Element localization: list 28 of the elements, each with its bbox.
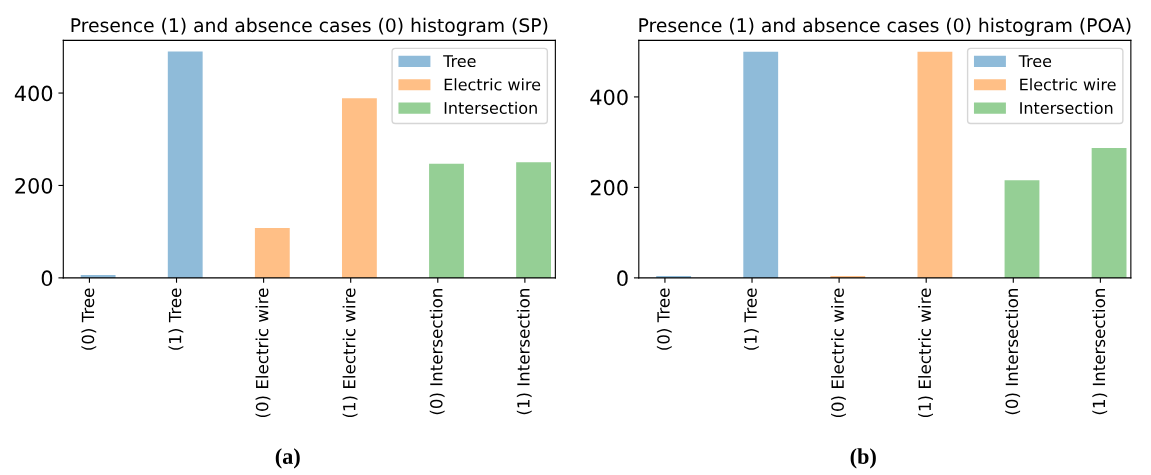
legend-label: Tree (443, 55, 476, 68)
x-tick-label: (0) Tree (81, 288, 97, 350)
text: (a) (275, 448, 300, 469)
y-tick-label: 400 (14, 85, 53, 102)
x-tick-label: (1) Intersection (516, 289, 532, 415)
x-tick-label: (0) Tree (656, 288, 672, 350)
y-tick-label: 400 (590, 89, 628, 106)
chart-title: Presence (1) and absence cases (0) histogram (SP) (71, 17, 548, 36)
legend-label: Intersection (1020, 101, 1113, 114)
x-tick-label: (0) Electric wire (255, 288, 271, 418)
x-tick-label: (0) Intersection (1005, 289, 1021, 415)
legend-label: Electric wire (444, 78, 541, 91)
x-tick-label: (0) Electric wire (831, 288, 846, 418)
y-tick-label: 0 (41, 270, 53, 287)
chart-title: Presence (1) and absence cases (0) histogram (POA) (639, 17, 1131, 36)
y-tick-label: 200 (590, 179, 628, 196)
legend-label: Tree (1018, 55, 1052, 68)
x-tick-label: (1) Intersection (1092, 289, 1108, 415)
y-tick-label: 0 (617, 270, 628, 287)
legend-label: Intersection (444, 101, 537, 114)
x-tick-label: (1) Electric wire (342, 288, 358, 418)
x-tick-label: (0) Intersection (429, 289, 445, 415)
text: (b) (850, 448, 876, 469)
x-tick-label: (1) Electric wire (918, 288, 933, 418)
legend-label: Electric wire (1020, 78, 1116, 91)
x-tick-label: (1) Tree (743, 288, 759, 350)
y-tick-label: 200 (15, 177, 53, 194)
x-tick-label: (1) Tree (168, 288, 184, 350)
